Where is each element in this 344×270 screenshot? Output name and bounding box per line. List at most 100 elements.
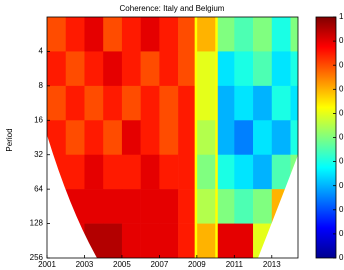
heatmap-cell <box>234 224 253 259</box>
heatmap-cell <box>47 17 66 52</box>
heatmap-cell <box>178 155 197 190</box>
heatmap-cell <box>291 120 299 155</box>
heatmap-cell <box>84 155 103 190</box>
heatmap-cell <box>159 189 178 224</box>
heatmap-cell <box>178 86 197 121</box>
heatmap-cell <box>253 86 272 121</box>
heatmap-cell <box>197 17 216 52</box>
heatmap-cell <box>84 17 103 52</box>
chart: Coherence: Italy and Belgium Period 2001… <box>0 0 344 270</box>
heatmap-cell <box>159 224 178 259</box>
y-tick-label: 4 <box>39 47 44 56</box>
heatmap-cell <box>103 86 122 121</box>
heatmap-cell <box>141 17 160 52</box>
heatmap-cell <box>122 17 141 52</box>
heatmap-cell <box>103 155 122 190</box>
y-tick-label: 64 <box>34 184 43 193</box>
heatmap-cell <box>253 51 272 86</box>
heatmap-cell <box>122 224 141 259</box>
heatmap-cell <box>159 120 178 155</box>
heatmap-cell <box>159 155 178 190</box>
heatmap-cell <box>103 120 122 155</box>
heatmap-cell <box>178 51 197 86</box>
heatmap-cell <box>272 120 291 155</box>
heatmap-cell <box>178 189 197 224</box>
heatmap-cell <box>291 51 299 86</box>
heatmap-cell <box>197 155 216 190</box>
heatmap-cell <box>66 51 85 86</box>
y-axis-label: Period <box>5 128 14 151</box>
heatmap-cell <box>197 224 216 259</box>
heatmap-cell <box>234 155 253 190</box>
heatmap-cell <box>272 86 291 121</box>
heatmap-cell <box>141 155 160 190</box>
colorbar-tick-label: 0.2 <box>339 205 344 214</box>
heatmap-cell <box>122 51 141 86</box>
heatmap-cell <box>234 51 253 86</box>
colorbar-tick-label: 0.3 <box>339 181 344 190</box>
heatmap-cell <box>253 155 272 190</box>
heatmap-cell <box>122 120 141 155</box>
heatmap-cell <box>84 189 103 224</box>
y-tick-label: 256 <box>30 253 44 262</box>
heatmap-cell <box>234 86 253 121</box>
heatmap <box>47 17 298 258</box>
heatmap-cell <box>178 224 197 259</box>
heatmap-cell <box>234 120 253 155</box>
colorbar-tick-label: 0.1 <box>339 229 344 238</box>
colorbar-tick-label: 0 <box>339 253 344 262</box>
heatmap-cell <box>84 86 103 121</box>
heatmap-cell <box>84 120 103 155</box>
heatmap-cell <box>103 51 122 86</box>
chart-title: Coherence: Italy and Belgium <box>120 4 225 13</box>
heatmap-cell <box>291 17 299 52</box>
colorbar-tick-label: 0.4 <box>339 157 344 166</box>
heatmap-cell <box>234 17 253 52</box>
heatmap-cell <box>141 224 160 259</box>
heatmap-cell <box>234 189 253 224</box>
heatmap-cell <box>103 17 122 52</box>
x-tick-label: 2013 <box>263 260 281 269</box>
heatmap-cell <box>141 189 160 224</box>
heatmap-cell <box>216 17 235 52</box>
heatmap-cell <box>103 189 122 224</box>
heatmap-cell <box>253 120 272 155</box>
heatmap-cell <box>141 51 160 86</box>
heatmap-cell <box>178 17 197 52</box>
heatmap-cell <box>216 189 235 224</box>
colorbar-tick-label: 1 <box>339 12 344 21</box>
heatmap-cell <box>272 51 291 86</box>
heatmap-cell <box>216 155 235 190</box>
heatmap-cell <box>216 224 235 259</box>
heatmap-cell <box>47 51 66 86</box>
heatmap-cell <box>159 51 178 86</box>
colorbar-tick-label: 0.7 <box>339 84 344 93</box>
heatmap-cell <box>84 51 103 86</box>
heatmap-cell <box>66 120 85 155</box>
x-tick-label: 2011 <box>226 260 244 269</box>
heatmap-cell <box>272 17 291 52</box>
x-tick-label: 2007 <box>150 260 168 269</box>
y-tick-label: 8 <box>39 81 44 90</box>
colorbar-tick-label: 0.8 <box>339 60 344 69</box>
heatmap-cell <box>159 17 178 52</box>
heatmap-cell <box>66 155 85 190</box>
colorbar-tick-label: 0.5 <box>339 133 344 142</box>
heatmap-cell <box>253 17 272 52</box>
heatmap-cell <box>141 120 160 155</box>
heatmap-cell <box>197 189 216 224</box>
heatmap-cell <box>197 120 216 155</box>
heatmap-cell <box>66 17 85 52</box>
heatmap-cell <box>103 224 122 259</box>
heatmap-cell <box>216 51 235 86</box>
x-tick-label: 2003 <box>76 260 94 269</box>
x-tick-label: 2005 <box>113 260 131 269</box>
heatmap-cell <box>122 189 141 224</box>
x-tick-label: 2009 <box>188 260 206 269</box>
heatmap-cell <box>253 189 272 224</box>
y-tick-label: 16 <box>34 115 43 124</box>
y-tick-label: 128 <box>30 219 44 228</box>
colorbar-tick-label: 0.9 <box>339 36 344 45</box>
heatmap-cell <box>66 86 85 121</box>
heatmap-cell <box>159 86 178 121</box>
